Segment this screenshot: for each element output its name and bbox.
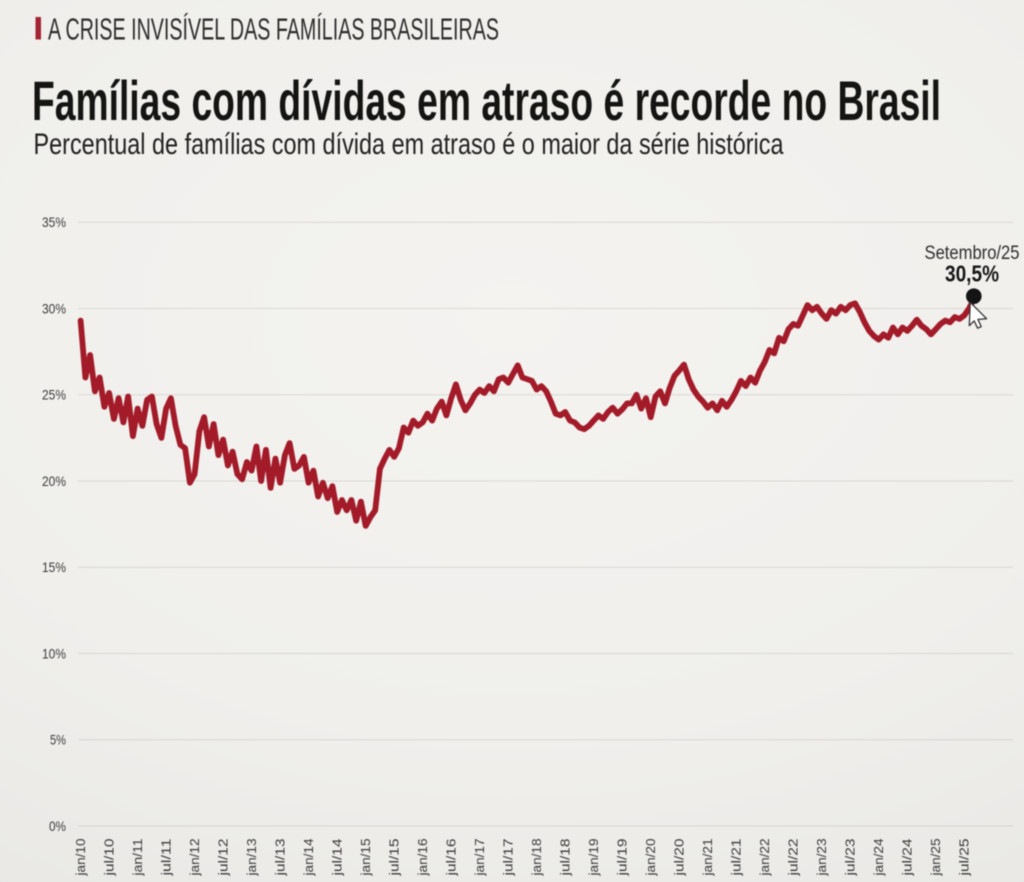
svg-text:jul/25: jul/25 bbox=[958, 838, 972, 876]
svg-text:10%: 10% bbox=[42, 645, 66, 661]
svg-text:jan/14: jan/14 bbox=[302, 838, 316, 876]
svg-text:jan/24: jan/24 bbox=[872, 838, 886, 876]
svg-text:jul/10: jul/10 bbox=[102, 838, 116, 876]
svg-text:jul/20: jul/20 bbox=[672, 838, 686, 876]
svg-text:30,5%: 30,5% bbox=[945, 261, 999, 287]
svg-text:jan/21: jan/21 bbox=[701, 838, 715, 876]
svg-text:jan/17: jan/17 bbox=[473, 838, 487, 876]
svg-text:jan/20: jan/20 bbox=[644, 838, 658, 876]
svg-text:jul/23: jul/23 bbox=[844, 838, 858, 876]
svg-text:jan/11: jan/11 bbox=[131, 838, 145, 876]
svg-text:jul/11: jul/11 bbox=[159, 838, 173, 876]
svg-text:jul/21: jul/21 bbox=[729, 838, 743, 876]
svg-text:jul/19: jul/19 bbox=[615, 838, 629, 876]
svg-text:jan/12: jan/12 bbox=[188, 838, 202, 876]
svg-text:25%: 25% bbox=[42, 387, 66, 403]
svg-text:jan/13: jan/13 bbox=[245, 838, 259, 876]
svg-text:Famílias com dívidas em atraso: Famílias com dívidas em atraso é recorde… bbox=[32, 69, 941, 132]
svg-text:5%: 5% bbox=[50, 732, 66, 748]
svg-text:jan/16: jan/16 bbox=[416, 838, 430, 876]
svg-text:jul/13: jul/13 bbox=[273, 838, 287, 876]
svg-text:Setembro/25: Setembro/25 bbox=[925, 243, 1020, 264]
svg-text:jan/15: jan/15 bbox=[359, 838, 373, 876]
svg-text:jan/25: jan/25 bbox=[929, 838, 943, 876]
svg-text:jul/12: jul/12 bbox=[216, 838, 230, 876]
svg-text:jul/24: jul/24 bbox=[901, 838, 915, 876]
svg-text:jul/18: jul/18 bbox=[558, 838, 572, 876]
svg-text:jul/17: jul/17 bbox=[501, 838, 515, 876]
svg-text:jul/14: jul/14 bbox=[330, 838, 344, 876]
svg-text:jul/15: jul/15 bbox=[387, 838, 401, 876]
svg-text:A CRISE INVISÍVEL DAS FAMÍLIAS: A CRISE INVISÍVEL DAS FAMÍLIAS BRASILEIR… bbox=[48, 12, 499, 47]
svg-text:jan/18: jan/18 bbox=[530, 838, 544, 876]
svg-text:15%: 15% bbox=[42, 559, 66, 575]
svg-text:jan/22: jan/22 bbox=[758, 838, 772, 876]
svg-text:jul/22: jul/22 bbox=[787, 838, 801, 876]
svg-text:0%: 0% bbox=[49, 818, 66, 834]
svg-text:jan/10: jan/10 bbox=[74, 838, 88, 876]
svg-text:35%: 35% bbox=[42, 214, 66, 230]
svg-text:20%: 20% bbox=[42, 473, 66, 489]
svg-text:jan/23: jan/23 bbox=[815, 838, 829, 876]
svg-text:jul/16: jul/16 bbox=[444, 838, 458, 876]
svg-text:30%: 30% bbox=[42, 300, 66, 316]
svg-text:jan/19: jan/19 bbox=[587, 838, 601, 876]
svg-text:Percentual de famílias com dív: Percentual de famílias com dívida em atr… bbox=[34, 128, 784, 161]
